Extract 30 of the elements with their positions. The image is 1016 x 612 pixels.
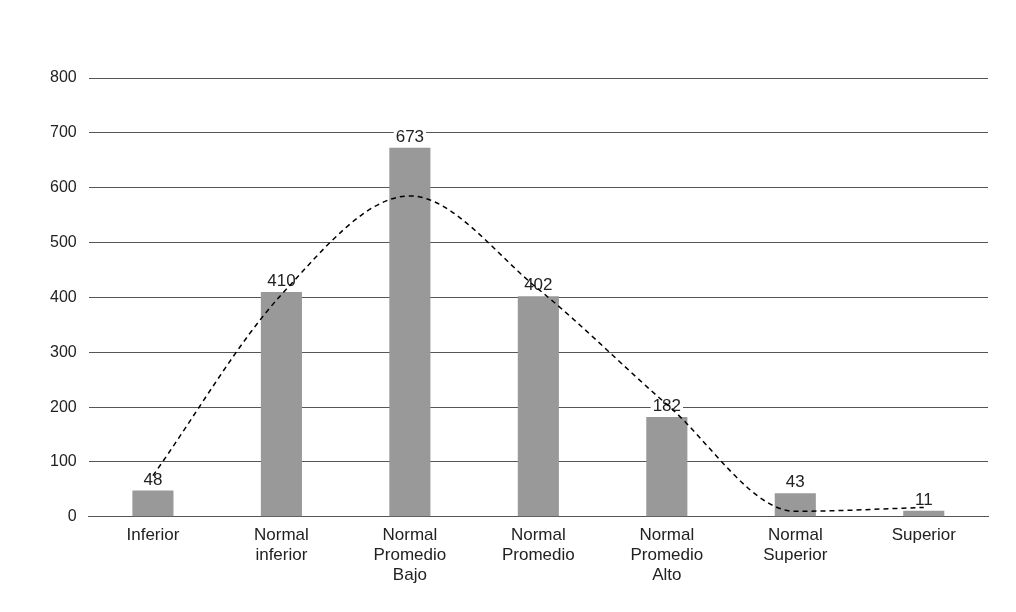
bar	[774, 493, 816, 517]
y-tick-label: 200	[49, 397, 77, 415]
data-label: 402	[524, 275, 553, 295]
y-tick-label: 400	[49, 287, 77, 305]
y-tick-label: 600	[49, 178, 77, 196]
y-tick-label: 300	[49, 342, 77, 360]
bar	[517, 296, 559, 517]
y-tick-label: 0	[67, 507, 77, 525]
x-tick-label: Normal Superior	[763, 524, 828, 565]
bar	[389, 147, 431, 517]
data-label: 410	[267, 271, 296, 291]
data-label: 48	[143, 469, 163, 489]
bar	[132, 490, 174, 517]
x-tick-label: Normal Promedio Bajo	[373, 524, 447, 585]
y-tick-label: 700	[49, 123, 77, 141]
y-tick-label: 500	[49, 232, 77, 250]
bar	[903, 510, 945, 517]
x-tick-label: Inferior	[126, 524, 180, 544]
y-tick-label: 800	[49, 68, 77, 86]
data-label: 11	[914, 489, 933, 509]
x-tick-label: Normal Promedio Alto	[630, 524, 704, 585]
x-tick-label: Normal Promedio	[501, 524, 575, 565]
data-label: 43	[785, 472, 805, 492]
x-tick-label: Normal inferior	[254, 524, 309, 565]
bar	[260, 291, 302, 517]
x-tick-label: Superior	[891, 524, 957, 544]
data-label: 673	[395, 126, 425, 146]
y-tick-label: 100	[49, 452, 77, 470]
data-label: 182	[652, 396, 682, 416]
bar	[646, 416, 688, 517]
